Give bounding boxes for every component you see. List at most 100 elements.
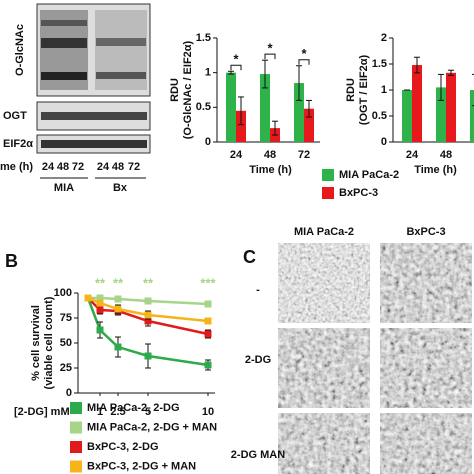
point <box>96 294 104 302</box>
micrograph <box>380 328 472 408</box>
y-tick-label: 1 <box>381 84 387 96</box>
y-tick-label: 100 <box>54 287 72 299</box>
y-tick-label: 0 <box>205 136 211 148</box>
bar <box>294 83 304 142</box>
annotation: * <box>301 46 307 61</box>
point <box>96 306 104 314</box>
time-tick: 24 <box>97 161 110 173</box>
point <box>204 317 212 325</box>
annotation: ** <box>95 275 106 290</box>
point <box>84 294 92 302</box>
legend-label: BxPC-3 <box>339 187 378 199</box>
x-tick-label: 72 <box>298 149 310 161</box>
bracket <box>298 59 310 65</box>
annotation: ** <box>113 275 124 290</box>
point <box>204 300 212 308</box>
point <box>114 343 122 351</box>
y-label: % cell survival <box>30 305 42 381</box>
bar <box>236 110 246 142</box>
micrograph <box>380 413 472 474</box>
point <box>144 352 152 360</box>
point <box>204 330 212 338</box>
x-tick-label: 5 <box>145 406 151 418</box>
x-tick-label: 10 <box>202 406 214 418</box>
y-tick-label: 0.5 <box>196 101 211 113</box>
legend-swatch <box>70 460 82 473</box>
antibody-label: OGT <box>3 110 27 122</box>
bar <box>436 87 446 142</box>
legend-label: MIA PaCa-2 <box>339 169 399 181</box>
row-label: 2-DG <box>245 354 271 366</box>
bar <box>402 90 412 142</box>
annotation: * <box>233 52 239 67</box>
annotation: *** <box>200 275 216 290</box>
bracket <box>264 53 276 60</box>
micrograph <box>380 243 472 323</box>
time-tick: 24 <box>42 161 55 173</box>
point <box>96 326 104 334</box>
legend-swatch <box>70 421 82 434</box>
time-tick: 48 <box>57 161 69 173</box>
y-label: RDU <box>345 78 357 102</box>
y-tick-label: 25 <box>60 362 72 374</box>
bar <box>412 65 422 142</box>
row-label: - <box>256 284 260 296</box>
y-tick-label: 0 <box>66 387 72 399</box>
point <box>114 295 122 303</box>
legend-swatch <box>322 169 334 181</box>
time-label: me (h) <box>0 161 33 173</box>
x-tick-label: 2.5 <box>110 406 125 418</box>
point <box>144 297 152 305</box>
legend-label: MIA PaCa-2, 2-DG <box>87 402 180 414</box>
cell-line: Bx <box>113 182 128 194</box>
x-tick-label: 24 <box>230 149 243 161</box>
legend-swatch <box>70 402 82 414</box>
bar <box>304 108 314 142</box>
point <box>204 361 212 369</box>
antibody-label: O-GlcNAc <box>14 24 26 76</box>
point <box>144 317 152 325</box>
cell-line: MIA <box>54 182 74 194</box>
annotation: ** <box>143 275 154 290</box>
bracket <box>230 64 242 71</box>
x-tick-label: 48 <box>440 149 452 161</box>
panel-letter: B <box>5 251 18 271</box>
western-blot <box>36 3 151 179</box>
bar <box>260 74 270 142</box>
annotation: * <box>267 41 273 56</box>
panel-letter: C <box>243 247 256 267</box>
point <box>96 299 104 307</box>
x-label: Time (h) <box>414 164 457 176</box>
x-tick-label: 1 <box>97 406 103 418</box>
legend-label: BxPC-3, 2-DG <box>87 441 159 453</box>
y-tick-label: 0 <box>381 136 387 148</box>
y-tick-label: 1.5 <box>196 32 211 44</box>
point <box>114 305 122 313</box>
y-label: (O-GlcNAc / EIF2α) <box>182 40 194 139</box>
time-tick: 72 <box>72 161 84 173</box>
y-label: (viable cell count) <box>43 296 55 389</box>
x-tick-label: 48 <box>264 149 276 161</box>
bar <box>470 90 474 142</box>
row-label: 2-DG MAN <box>231 449 285 461</box>
time-tick: 72 <box>128 161 140 173</box>
legend-swatch <box>322 187 334 199</box>
micrographs <box>278 243 472 474</box>
micrograph <box>278 243 370 323</box>
x-label: [2-DG] mM <box>14 406 70 418</box>
y-tick-label: 50 <box>60 337 72 349</box>
legend-label: MIA PaCa-2, 2-DG + MAN <box>87 421 217 433</box>
y-tick-label: 75 <box>60 312 72 324</box>
legend-swatch <box>70 441 82 453</box>
y-tick-label: 2 <box>381 32 387 44</box>
bar <box>446 72 456 142</box>
bar <box>226 72 236 142</box>
point <box>144 311 152 319</box>
y-label: RDU <box>169 78 181 102</box>
micrograph <box>278 413 370 474</box>
y-tick-label: 1 <box>205 67 211 79</box>
x-tick-label: 24 <box>406 149 419 161</box>
legend-label: BxPC-3, 2-DG + MAN <box>87 460 196 472</box>
antibody-label: EIF2α <box>3 138 33 150</box>
